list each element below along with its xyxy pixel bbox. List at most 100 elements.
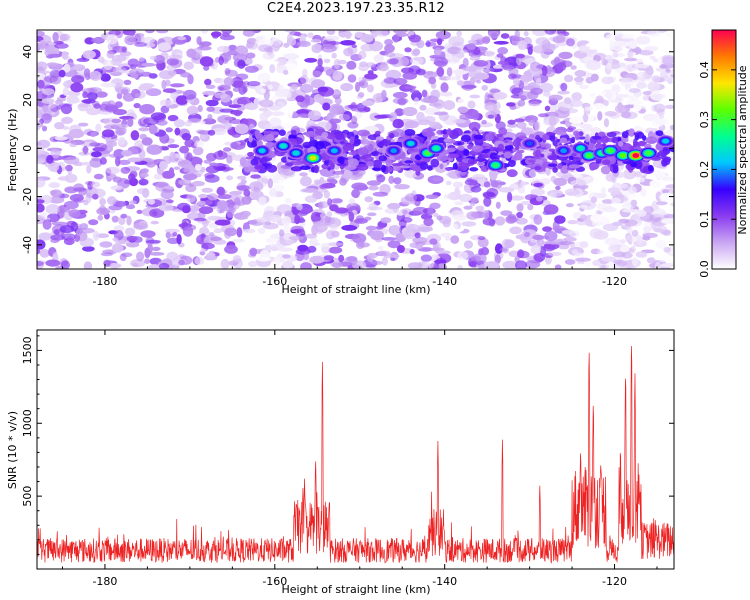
heatmap-cell [457, 141, 462, 146]
heatmap-cell [129, 68, 145, 77]
heatmap-cell [658, 115, 665, 119]
heatmap-cell [393, 78, 408, 85]
heatmap-cell [167, 237, 180, 244]
heatmap-cell [98, 205, 107, 213]
heatmap-cell [473, 60, 489, 67]
heatmap-cell [207, 129, 216, 136]
heatmap-cell [394, 108, 405, 117]
heatmap-cell [472, 253, 487, 264]
heatmap-cell [449, 223, 459, 231]
heatmap-cell [275, 89, 289, 98]
heatmap-cell [244, 65, 259, 73]
heatmap-cell [302, 187, 318, 193]
heatmap-cell [646, 257, 656, 264]
heatmap-cell [219, 108, 234, 113]
heatmap-cell [138, 57, 145, 62]
heatmap-cell [430, 247, 445, 252]
heatmap-cell [182, 89, 197, 100]
heatmap-cell [456, 80, 465, 86]
heatmap-x-tick-label: -180 [92, 275, 117, 288]
heatmap-cell [436, 215, 443, 221]
heatmap-cell [288, 31, 301, 36]
heatmap-cell [218, 56, 224, 66]
heatmap-cell [52, 251, 59, 260]
heatmap-y-tick-label: -40 [21, 236, 34, 254]
heatmap-cell [110, 209, 116, 214]
heatmap-cell [642, 91, 653, 96]
heatmap-cell [118, 216, 126, 226]
heatmap-cell [515, 260, 527, 269]
heatmap-cell [515, 53, 525, 59]
heatmap-cell [388, 132, 395, 139]
heatmap-cell [570, 65, 577, 70]
heatmap-cell [593, 230, 609, 240]
heatmap-cell [663, 246, 671, 253]
heatmap-cell [357, 129, 370, 137]
heatmap-cell [520, 74, 534, 83]
heatmap-cell [332, 170, 346, 175]
heatmap-cell [203, 200, 213, 206]
heatmap-cell [389, 58, 399, 65]
heatmap-cell [516, 121, 527, 129]
heatmap-cell [408, 34, 421, 43]
colorbar-tick-label: 0.2 [698, 161, 711, 179]
heatmap-cell [265, 133, 275, 142]
heatmap-cell [331, 262, 343, 269]
heatmap-cell [470, 186, 482, 193]
heatmap-cell [507, 191, 513, 203]
heatmap-cell [564, 259, 576, 265]
heatmap-cell [542, 226, 553, 232]
heatmap-cell [604, 237, 620, 246]
heatmap-cell [112, 176, 123, 183]
heatmap-cell [330, 198, 343, 204]
heatmap-cell [278, 129, 286, 136]
heatmap-cell [649, 180, 661, 188]
heatmap-cell [111, 215, 119, 223]
heatmap-cell [493, 92, 508, 100]
heatmap-cell [505, 128, 513, 132]
heatmap-cell [402, 209, 408, 215]
heatmap-cell [189, 205, 201, 209]
heatmap-cell [670, 249, 674, 255]
heatmap-cell [139, 172, 149, 178]
heatmap-cell [241, 213, 249, 220]
heatmap-cell [470, 197, 479, 203]
heatmap-cell [653, 225, 667, 233]
heatmap-cell [589, 165, 596, 171]
heatmap-cell [560, 60, 573, 68]
heatmap-cell [598, 263, 609, 269]
heatmap-cell [158, 204, 174, 212]
heatmap-cell [50, 189, 62, 198]
heatmap-cell [627, 49, 634, 60]
heatmap-cell [606, 131, 617, 138]
heatmap-cell [201, 187, 214, 193]
heatmap-cell [651, 75, 661, 83]
heatmap-cell [469, 167, 479, 172]
heatmap-cell [560, 82, 568, 92]
heatmap-cell [544, 230, 558, 242]
heatmap-cell [57, 206, 67, 213]
heatmap-cell [138, 127, 150, 132]
heatmap-cell [230, 142, 239, 149]
heatmap-cell [106, 34, 119, 45]
heatmap-cell [387, 166, 393, 173]
heatmap-cell [258, 44, 273, 53]
heatmap-cell [167, 144, 180, 149]
heatmap-cell [168, 167, 175, 176]
snr-background [37, 330, 674, 569]
heatmap-cell [476, 79, 482, 84]
heatmap-cell [313, 164, 319, 174]
heatmap-cell [653, 118, 669, 125]
heatmap-cell [228, 119, 243, 125]
heatmap-cell [304, 144, 311, 149]
heatmap-cell [571, 136, 576, 144]
heatmap-cell [297, 113, 309, 118]
heatmap-cell [411, 90, 422, 102]
heatmap-cell [317, 58, 323, 67]
heatmap-cell [326, 211, 333, 218]
heatmap-cell [432, 177, 442, 182]
heatmap-cell [172, 231, 178, 237]
heatmap-cell [193, 217, 207, 222]
heatmap-cell [634, 171, 642, 178]
heatmap-cell [224, 227, 238, 237]
